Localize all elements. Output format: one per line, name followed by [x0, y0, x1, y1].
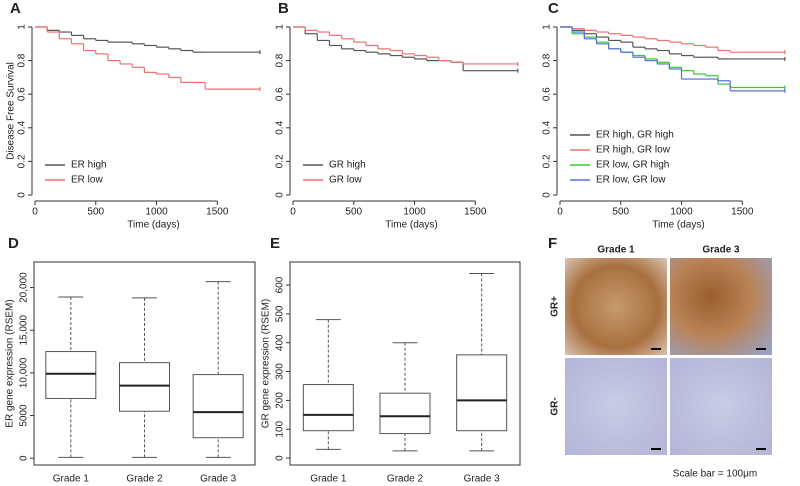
legend-label: ER high, GR low [596, 145, 671, 156]
y-tick-label: 0.4 [17, 120, 28, 134]
y-tick-label: 0.2 [542, 154, 553, 168]
x-tick-label: 0 [32, 207, 38, 218]
micrograph [565, 258, 667, 355]
x-tick-label: Grade 3 [464, 474, 501, 485]
y-tick-label: 0.6 [275, 87, 286, 101]
y-tick-label: 1 [17, 24, 28, 30]
y-tick-label: 0 [542, 192, 553, 198]
legend-label: ER high, GR high [596, 130, 674, 141]
row-label: GR+ [550, 296, 561, 317]
y-tick-label: 0.6 [542, 87, 553, 101]
y-tick-label: 200 [275, 392, 286, 409]
x-tick-label: 500 [612, 207, 629, 218]
legend-label: GR high [329, 160, 366, 171]
micrograph [565, 358, 667, 455]
y-tick-label: 0.6 [17, 87, 28, 101]
micrograph [670, 258, 772, 355]
box [302, 384, 354, 432]
box [379, 392, 431, 435]
x-tick-label: 1000 [145, 207, 168, 218]
y-tick-label: 0.4 [275, 120, 286, 134]
box [456, 354, 508, 432]
x-tick-label: 0 [290, 207, 296, 218]
y-tick-label: 600 [275, 276, 286, 293]
x-tick-label: 1000 [403, 207, 426, 218]
legend-label: GR low [329, 175, 363, 186]
y-tick-label: 1 [275, 24, 286, 30]
y-tick-label: 1 [542, 24, 553, 30]
y-tick-label: 0.8 [542, 53, 553, 67]
y-tick-label: 0 [275, 455, 286, 461]
y-axis-title: Disease Free Survival [6, 62, 17, 160]
y-tick-label: 400 [275, 334, 286, 351]
panel-letter: B [278, 0, 289, 17]
legend-label: ER low, GR low [596, 175, 666, 186]
box [45, 351, 97, 399]
y-tick-label: 5000 [19, 404, 30, 427]
x-tick-label: Grade 3 [200, 474, 237, 485]
panel-letter: C [548, 0, 559, 17]
box [119, 362, 170, 412]
x-axis-title: Time (days) [127, 220, 179, 231]
y-axis-title: ER gene expression (RSEM) [5, 299, 16, 427]
x-tick-label: 500 [345, 207, 362, 218]
y-tick-label: 0 [19, 455, 30, 461]
y-tick-label: 0.2 [275, 154, 286, 168]
x-tick-label: 1500 [731, 207, 754, 218]
micrograph [670, 358, 772, 455]
column-label: Grade 3 [702, 245, 740, 256]
y-tick-label: 0 [275, 192, 286, 198]
y-tick-label: 300 [275, 363, 286, 380]
box [192, 374, 244, 439]
y-tick-label: 500 [275, 305, 286, 322]
x-tick-label: 1500 [464, 207, 487, 218]
x-tick-label: Grade 2 [387, 474, 424, 485]
x-tick-label: 500 [87, 207, 104, 218]
x-tick-label: Grade 1 [310, 474, 347, 485]
panel-letter: F [548, 235, 557, 252]
y-tick-label: 0.8 [275, 53, 286, 67]
row-label: GR- [550, 397, 561, 415]
y-tick-label: 0.4 [542, 120, 553, 134]
y-tick-label: 20,000 [19, 272, 30, 303]
legend-label: ER low [71, 175, 103, 186]
x-tick-label: Grade 1 [53, 474, 90, 485]
x-tick-label: 0 [557, 207, 563, 218]
y-axis-title: GR gene expression (RSEM) [261, 299, 272, 429]
legend-label: ER low, GR high [596, 160, 669, 171]
y-tick-label: 0.2 [17, 154, 28, 168]
panel-letter: E [270, 235, 280, 252]
y-tick-label: 15,000 [19, 315, 30, 346]
caption: Scale bar = 100μm [673, 469, 757, 480]
y-tick-label: 100 [275, 420, 286, 437]
x-axis-title: Time (days) [385, 220, 437, 231]
x-axis-title: Time (days) [652, 220, 704, 231]
panel-letter: A [10, 0, 21, 17]
legend-label: ER high [71, 160, 107, 171]
panel-letter: D [8, 235, 19, 252]
y-tick-label: 10,000 [19, 357, 30, 388]
column-label: Grade 1 [597, 245, 635, 256]
x-tick-label: 1000 [670, 207, 693, 218]
y-tick-label: 0 [17, 192, 28, 198]
y-tick-label: 0.8 [17, 53, 28, 67]
x-tick-label: Grade 2 [126, 474, 163, 485]
x-tick-label: 1500 [206, 207, 229, 218]
